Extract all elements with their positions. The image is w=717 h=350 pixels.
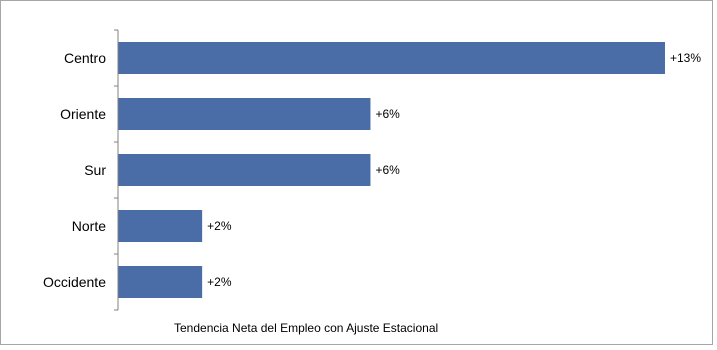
category-label-centro: Centro <box>64 50 106 66</box>
bar-oriente <box>118 98 371 130</box>
bar-norte <box>118 210 203 242</box>
x-axis-title: Tendencia Neta del Empleo con Ajuste Est… <box>174 321 438 335</box>
category-label-norte: Norte <box>72 218 106 234</box>
data-label-oriente: +6% <box>375 107 400 121</box>
data-label-occidente: +2% <box>207 275 232 289</box>
data-label-norte: +2% <box>207 219 232 233</box>
bar-centro <box>118 42 665 74</box>
data-label-sur: +6% <box>375 163 400 177</box>
category-axis: Centro Oriente Sur Norte Occidente <box>43 29 119 311</box>
category-label-oriente: Oriente <box>60 106 106 122</box>
bar-sur <box>118 154 371 186</box>
category-label-sur: Sur <box>84 162 106 178</box>
bar-occidente <box>118 266 203 298</box>
category-label-occidente: Occidente <box>43 274 106 290</box>
data-label-centro: +13% <box>670 51 701 65</box>
bars-group: +13% +6% +6% +2% +2% <box>118 42 701 298</box>
